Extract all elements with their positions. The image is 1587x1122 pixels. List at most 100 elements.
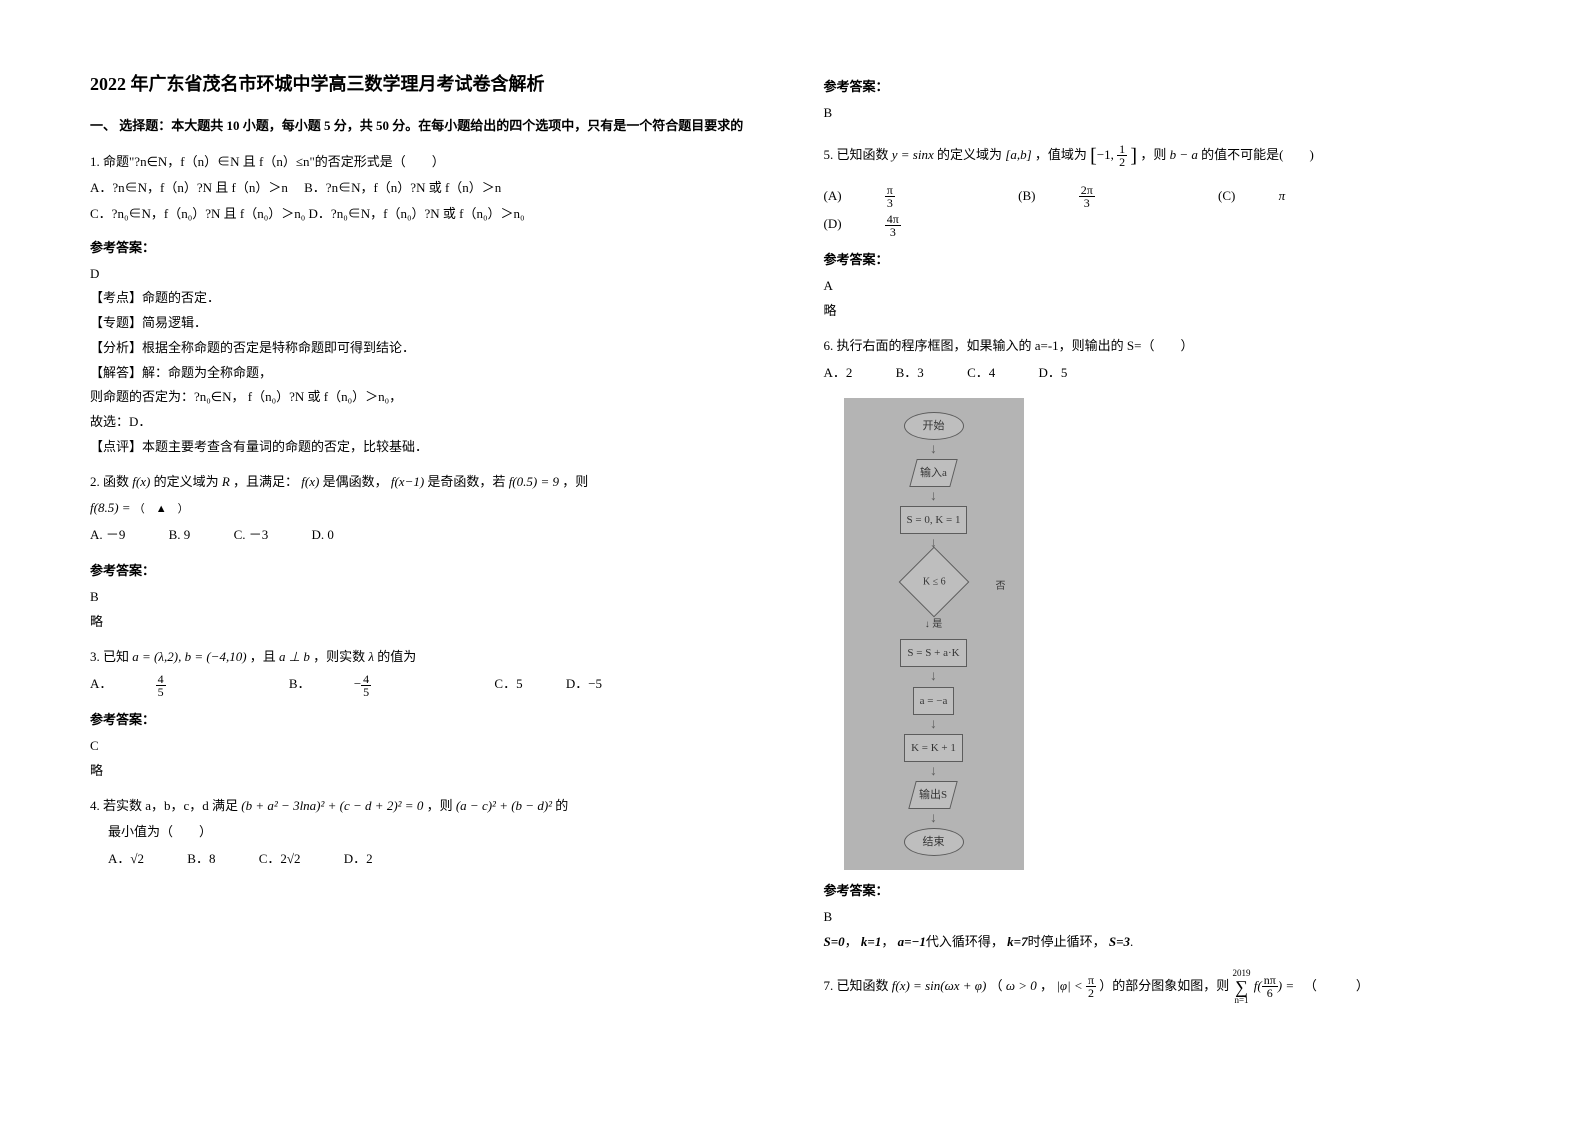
- q6-ans-letter: B: [824, 905, 1498, 930]
- q4-a: 4. 若实数 a，b，c，d 满足: [90, 798, 238, 813]
- fc-s1: S = S + a·K: [900, 639, 966, 667]
- q2-ans-letter: B: [90, 585, 764, 610]
- fc-end: 结束: [904, 828, 964, 856]
- q6-optD: D．5: [1038, 359, 1067, 388]
- q1-exp1: 【考点】命题的否定．: [90, 286, 764, 311]
- q5-b: 的定义域为: [937, 147, 1002, 162]
- q3-ans-label: 参考答案：: [90, 709, 764, 728]
- q4-ans-label: 参考答案：: [824, 76, 1498, 95]
- q7-c: ，: [1040, 978, 1053, 993]
- frac-neg4-5: 45: [361, 673, 411, 698]
- q7-w: ω > 0: [1006, 978, 1037, 993]
- q5-a: 5. 已知函数: [824, 147, 889, 162]
- q3-opts: A． 45 B． −45 C．5 D．−5: [90, 670, 764, 699]
- q7-fx: f(x) = sin(ωx + φ): [892, 978, 987, 993]
- q6-exp: S=0， k=1， a=−1代入循环得， k=7时停止循环， S=3.: [824, 930, 1498, 955]
- q7-b: （: [990, 978, 1003, 993]
- q5-optB: (B) 2π3: [1018, 182, 1175, 211]
- q2-a: 2. 函数: [90, 474, 129, 489]
- q1: 1. 命题"?n∈N，f（n）∈N 且 f（n）≤n"的否定形式是（ ） A．?…: [90, 149, 764, 227]
- q5-range: [−1, 12 ]: [1090, 147, 1140, 162]
- q5-c: ，值域为: [1035, 147, 1087, 162]
- arrow-icon: ↓: [852, 444, 1016, 455]
- q3-b: ，且: [250, 649, 276, 664]
- q4-b: ，则: [427, 798, 453, 813]
- q3-optB: B． −45: [289, 670, 451, 699]
- frac-4pi-3: 4π3: [885, 213, 941, 238]
- q2-f85: f(8.5) =: [90, 500, 131, 515]
- arrow-icon: ↓: [852, 491, 1016, 502]
- fc-s2: a = −a: [913, 687, 955, 715]
- q4-optB: B．8: [187, 845, 215, 874]
- q2-optB: B. 9: [169, 521, 191, 550]
- q7-inner-b: ) =: [1278, 978, 1294, 993]
- q3-optB-pre: B．: [289, 670, 311, 699]
- q2-d: 是偶函数，: [323, 474, 388, 489]
- q3-answer: C 略: [90, 734, 764, 783]
- q3-vec: a = (λ,2), b = (−4,10): [132, 649, 246, 664]
- q1-row2: C．?n₀∈N，f（n₀）?N 且 f（n₀）＞n₀ D．?n₀∈N，f（n₀）…: [90, 201, 764, 227]
- q6-answer: B S=0， k=1， a=−1代入循环得， k=7时停止循环， S=3.: [824, 905, 1498, 954]
- q5-ans-label: 参考答案：: [824, 249, 1498, 268]
- page-title: 2022 年广东省茂名市环城中学高三数学理月考试卷含解析: [90, 70, 764, 96]
- q5-e: 的值不可能是( ): [1201, 147, 1314, 162]
- q7-inner-a: f(: [1254, 978, 1262, 993]
- q5-bma: b − a: [1170, 147, 1198, 162]
- q2-blank: （ ▲ ）: [134, 503, 189, 515]
- q1-row1: A．?n∈N，f（n）?N 且 f（n）＞n B．?n∈N，f（n）?N 或 f…: [90, 175, 764, 201]
- q6-optC: C．4: [967, 359, 995, 388]
- q2-f: ，则: [562, 474, 588, 489]
- q5-ysinx: y = sinx: [892, 147, 934, 162]
- right-column: 参考答案： B 5. 已知函数 y = sinx 的定义域为 [a,b] ，值域…: [824, 70, 1498, 1052]
- fc-start: 开始: [904, 412, 964, 440]
- fc-yes: ↓ 是: [852, 615, 1016, 635]
- q2-fx2: f(x): [301, 474, 319, 489]
- q4-opts: A．√2 B．8 C．2√2 D．2: [90, 845, 764, 874]
- sum-icon: 2019 ∑ n=1: [1233, 969, 1251, 1005]
- q1-exp2: 【专题】简易逻辑．: [90, 311, 764, 336]
- arrow-icon: ↓: [852, 719, 1016, 730]
- fc-out: 输出S: [909, 781, 959, 809]
- q3-optC: C．5: [494, 670, 522, 699]
- q2-e: 是奇函数，若: [427, 474, 505, 489]
- fc-init: S = 0, K = 1: [900, 506, 968, 534]
- frac-pi-2: π2: [1086, 974, 1096, 999]
- q1-exp5: 则命题的否定为：?n₀∈N， f（n₀）?N 或 f（n₀）＞n₀，: [90, 385, 764, 410]
- q5-ans-letter: A: [824, 274, 1498, 299]
- q1-exp7: 【点评】本题主要考查含有量词的命题的否定，比较基础．: [90, 435, 764, 460]
- q3-skip: 略: [90, 759, 764, 784]
- q2-fxm1: f(x−1): [391, 474, 424, 489]
- q4-optC: C．2√2: [259, 845, 301, 874]
- q7: 7. 已知函数 f(x) = sin(ωx + φ) （ ω > 0 ， |φ|…: [824, 969, 1498, 1005]
- q4-optA: A．√2: [108, 845, 144, 874]
- q1-ans-label: 参考答案：: [90, 237, 764, 256]
- q2-R: R: [222, 474, 230, 489]
- q2-answer: B 略: [90, 585, 764, 634]
- q3-optA-pre: A．: [90, 670, 112, 699]
- q3-optD: D．−5: [566, 670, 602, 699]
- q1-exp3: 【分析】根据全称命题的否定是特称命题即可得到结论．: [90, 336, 764, 361]
- q2-optA: A. －9: [90, 521, 125, 550]
- frac-npi-6: nπ6: [1262, 974, 1278, 999]
- q1-stem: 1. 命题"?n∈N，f（n）∈N 且 f（n）≤n"的否定形式是（ ）: [90, 149, 764, 175]
- q7-a: 7. 已知函数: [824, 978, 889, 993]
- q3-perp: a ⊥ b: [279, 649, 310, 664]
- q3-optA: A． 45: [90, 670, 246, 699]
- q2-optD: D. 0: [311, 521, 333, 550]
- q5: 5. 已知函数 y = sinx 的定义域为 [a,b] ，值域为 [−1, 1…: [824, 136, 1498, 239]
- q1-optB: B．?n∈N，f（n）?N 或 f（n）＞n: [304, 180, 501, 195]
- q4-optD: D．2: [344, 845, 373, 874]
- q3-d: 的值为: [377, 649, 416, 664]
- q5-skip: 略: [824, 299, 1498, 324]
- q3-lam: λ: [368, 649, 374, 664]
- q6-optB: B．3: [896, 359, 924, 388]
- q2-c: ，且满足：: [233, 474, 298, 489]
- q5-ab: [a,b]: [1005, 147, 1031, 162]
- q5-optD: (D) 4π3: [824, 210, 981, 239]
- arrow-icon: ↓: [852, 766, 1016, 777]
- frac-4-5: 45: [156, 673, 206, 698]
- q2-opts: A. －9 B. 9 C. －3 D. 0: [90, 521, 764, 550]
- section-heading: 一、 选择题：本大题共 10 小题，每小题 5 分，共 50 分。在每小题给出的…: [90, 116, 764, 137]
- q6-stem: 6. 执行右面的程序框图，如果输入的 a=-1，则输出的 S=（ ）: [824, 333, 1498, 359]
- q2-b: 的定义域为: [154, 474, 219, 489]
